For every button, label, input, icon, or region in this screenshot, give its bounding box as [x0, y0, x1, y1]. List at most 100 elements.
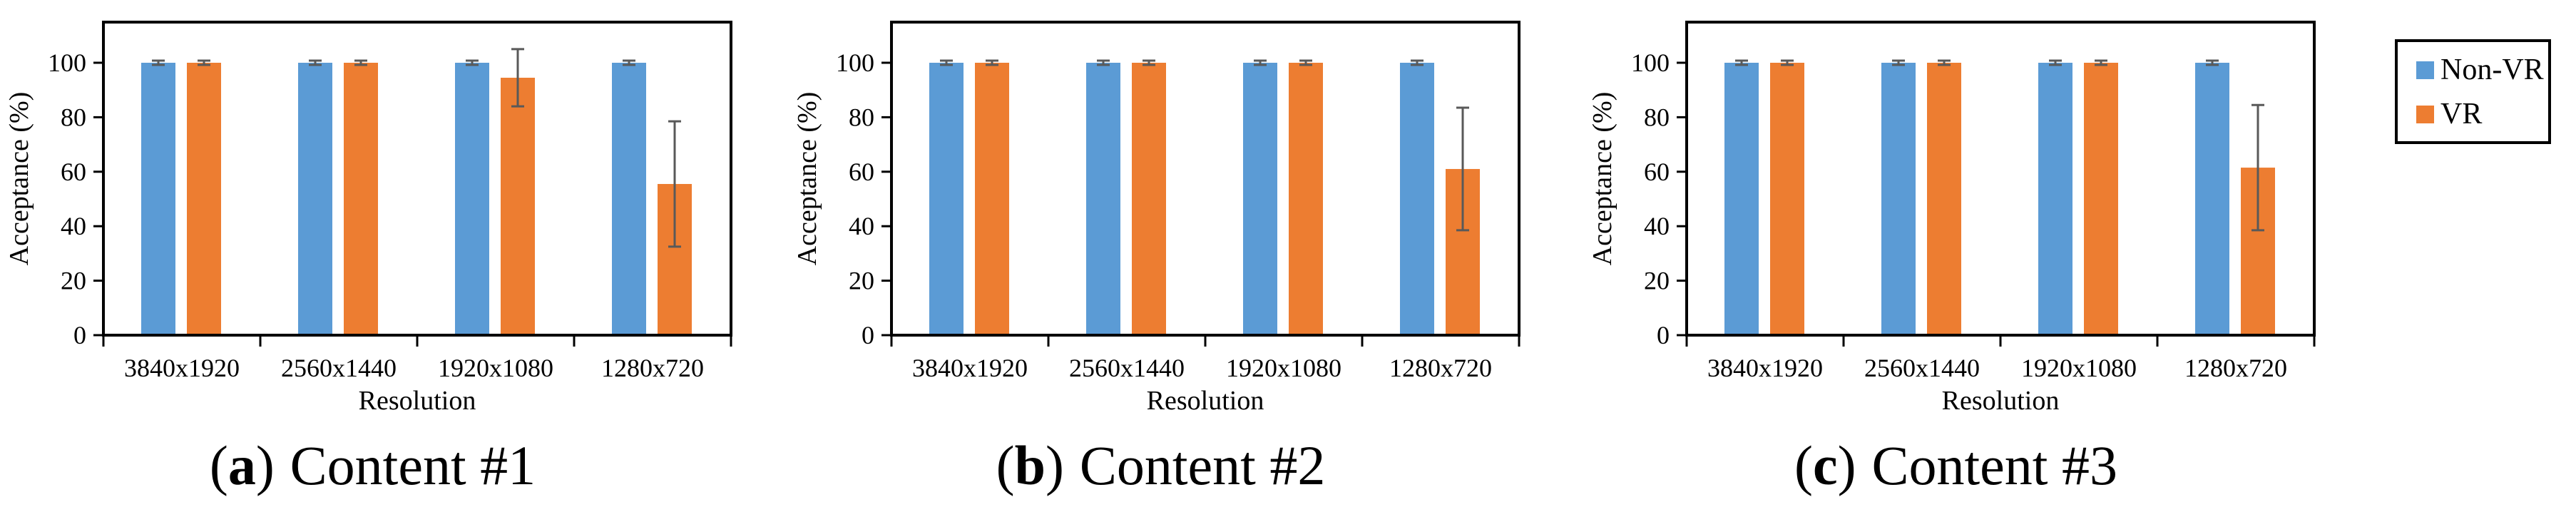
legend-swatch-non-vr-icon: [2416, 61, 2434, 79]
y-tick-label: 80: [849, 103, 874, 131]
caption-letter: b: [1014, 434, 1046, 496]
bar-vr-2560x1440: [1132, 63, 1166, 335]
error-bar: [2049, 59, 2062, 66]
bar-nonvr-1280x720: [1400, 63, 1434, 335]
error-bar: [511, 48, 524, 108]
bar-vr-1920x1080: [2084, 63, 2118, 335]
bar-vr-3840x1920: [187, 63, 221, 335]
bar-nonvr-2560x1440: [1881, 63, 1916, 335]
y-tick-label: 60: [1644, 158, 1670, 186]
bar-vr-2560x1440: [344, 63, 378, 335]
x-tick-label: 3840x1920: [124, 354, 240, 382]
y-tick-label: 0: [73, 321, 86, 349]
bar-nonvr-1280x720: [612, 63, 646, 335]
error-bar: [668, 120, 681, 248]
y-tick-label: 100: [48, 48, 86, 77]
bar-nonvr-1920x1080: [1243, 63, 1277, 335]
error-bar: [623, 59, 635, 66]
y-tick-label: 60: [61, 158, 86, 186]
bar-nonvr-1920x1080: [2038, 63, 2072, 335]
error-bar: [1938, 59, 1951, 66]
error-bar: [1892, 59, 1905, 66]
x-axis-title: Resolution: [1147, 386, 1264, 416]
caption-panel-c: (c) Content #3: [1598, 436, 2314, 495]
error-bar: [1781, 59, 1794, 66]
caption-letter: a: [228, 434, 256, 496]
error-bar: [309, 59, 322, 66]
caption-panel-a: (a) Content #1: [14, 436, 731, 495]
bar-vr-3840x1920: [1770, 63, 1804, 335]
y-axis-title: Acceptance (%): [4, 92, 34, 266]
chart-panel-a: 0 20 40 60 80 100 3840x1920 2560x1440 1920x1080 1…: [4, 21, 732, 416]
bar-vr-1920x1080: [501, 78, 535, 335]
legend-label-vr: VR: [2440, 98, 2483, 130]
legend-item-vr: VR: [2416, 98, 2548, 130]
y-axis-title: Acceptance (%): [792, 92, 822, 266]
caption-letter: c: [1813, 434, 1838, 496]
y-tick-label: 100: [836, 48, 874, 77]
bar-vr-2560x1440: [1927, 63, 1961, 335]
x-tick-label: 1280x720: [601, 354, 704, 382]
error-bar: [354, 59, 367, 66]
bar-nonvr-3840x1920: [141, 63, 175, 335]
legend-swatch-vr-icon: [2416, 105, 2434, 123]
y-tick-label: 80: [61, 103, 86, 131]
chart-panel-b: 0 20 40 60 80 100 3840x1920 2560x1440 1920x1080 1…: [792, 21, 1520, 416]
bar-vr-3840x1920: [975, 63, 1009, 335]
x-tick-label: 3840x1920: [1707, 354, 1823, 382]
y-tick-label: 80: [1644, 103, 1670, 131]
caption-open-paren: (: [996, 434, 1015, 496]
error-bar: [2206, 59, 2219, 66]
x-axis-title: Resolution: [359, 386, 476, 416]
error-bar: [466, 59, 479, 66]
y-axis-title: Acceptance (%): [1588, 92, 1617, 266]
caption-open-paren: (: [1794, 434, 1814, 496]
caption-text: Content #1: [290, 434, 536, 496]
x-tick-label: 2560x1440: [281, 354, 397, 382]
x-axis-title: Resolution: [1942, 386, 2060, 416]
y-tick-label: 20: [61, 267, 86, 295]
caption-panel-b: (b) Content #2: [802, 436, 1519, 495]
error-bar: [1456, 106, 1469, 232]
bar-nonvr-1280x720: [2195, 63, 2229, 335]
legend: Non-VR VR: [2395, 39, 2551, 144]
legend-label-non-vr: Non-VR: [2440, 53, 2544, 86]
x-tick-label: 1920x1080: [1226, 354, 1341, 382]
caption-text: Content #2: [1079, 434, 1326, 496]
error-bar: [152, 59, 165, 66]
bar-nonvr-1920x1080: [455, 63, 489, 335]
error-bar: [1254, 59, 1267, 66]
error-bar: [940, 59, 953, 66]
x-tick-label: 2560x1440: [1864, 354, 1980, 382]
y-tick-label: 0: [862, 321, 874, 349]
caption-open-paren: (: [209, 434, 228, 496]
error-bar: [1097, 59, 1110, 66]
y-tick-label: 20: [849, 267, 874, 295]
y-tick-label: 40: [1644, 212, 1670, 240]
caption-close-paren: ): [1837, 434, 1856, 496]
y-tick-label: 60: [849, 158, 874, 186]
bar-nonvr-2560x1440: [1086, 63, 1120, 335]
y-tick-label: 40: [61, 212, 86, 240]
y-tick-label: 20: [1644, 267, 1670, 295]
x-tick-label: 2560x1440: [1069, 354, 1185, 382]
bar-nonvr-2560x1440: [298, 63, 332, 335]
x-tick-label: 1280x720: [1389, 354, 1492, 382]
bar-vr-1920x1080: [1289, 63, 1323, 335]
caption-text: Content #3: [1871, 434, 2117, 496]
error-bar: [2252, 103, 2264, 232]
y-tick-label: 0: [1657, 321, 1670, 349]
error-bar: [986, 59, 998, 66]
error-bar: [1143, 59, 1155, 66]
x-tick-label: 1920x1080: [2021, 354, 2137, 382]
error-bar: [198, 59, 210, 66]
chart-panel-c: 0 20 40 60 80 100 3840x1920 2560x1440 1920x1080 1…: [1588, 21, 2316, 416]
error-bar: [1299, 59, 1312, 66]
error-bar: [2095, 59, 2107, 66]
x-tick-label: 1280x720: [2184, 354, 2287, 382]
legend-item-non-vr: Non-VR: [2416, 53, 2548, 86]
x-tick-label: 3840x1920: [912, 354, 1028, 382]
caption-close-paren: ): [1046, 434, 1065, 496]
